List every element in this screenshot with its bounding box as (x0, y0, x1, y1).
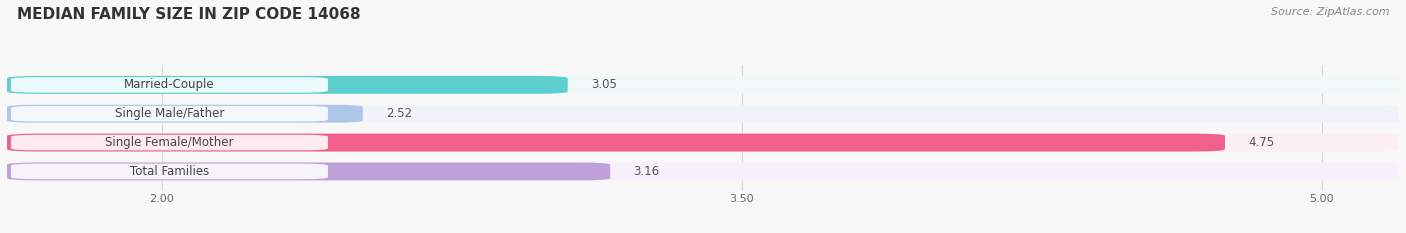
Text: MEDIAN FAMILY SIZE IN ZIP CODE 14068: MEDIAN FAMILY SIZE IN ZIP CODE 14068 (17, 7, 360, 22)
FancyBboxPatch shape (11, 135, 328, 150)
FancyBboxPatch shape (7, 162, 610, 180)
Text: Single Male/Father: Single Male/Father (115, 107, 224, 120)
FancyBboxPatch shape (7, 162, 1399, 180)
Text: 2.52: 2.52 (385, 107, 412, 120)
FancyBboxPatch shape (7, 105, 363, 123)
FancyBboxPatch shape (7, 134, 1399, 151)
Text: 3.05: 3.05 (591, 78, 617, 91)
Text: Single Female/Mother: Single Female/Mother (105, 136, 233, 149)
Text: 3.16: 3.16 (633, 165, 659, 178)
Text: 4.75: 4.75 (1249, 136, 1274, 149)
FancyBboxPatch shape (11, 77, 328, 93)
FancyBboxPatch shape (7, 76, 568, 94)
FancyBboxPatch shape (7, 134, 1225, 151)
FancyBboxPatch shape (7, 76, 1399, 94)
Text: Married-Couple: Married-Couple (124, 78, 215, 91)
Text: Total Families: Total Families (129, 165, 209, 178)
FancyBboxPatch shape (7, 105, 1399, 123)
FancyBboxPatch shape (11, 106, 328, 122)
Text: Source: ZipAtlas.com: Source: ZipAtlas.com (1271, 7, 1389, 17)
FancyBboxPatch shape (11, 164, 328, 179)
